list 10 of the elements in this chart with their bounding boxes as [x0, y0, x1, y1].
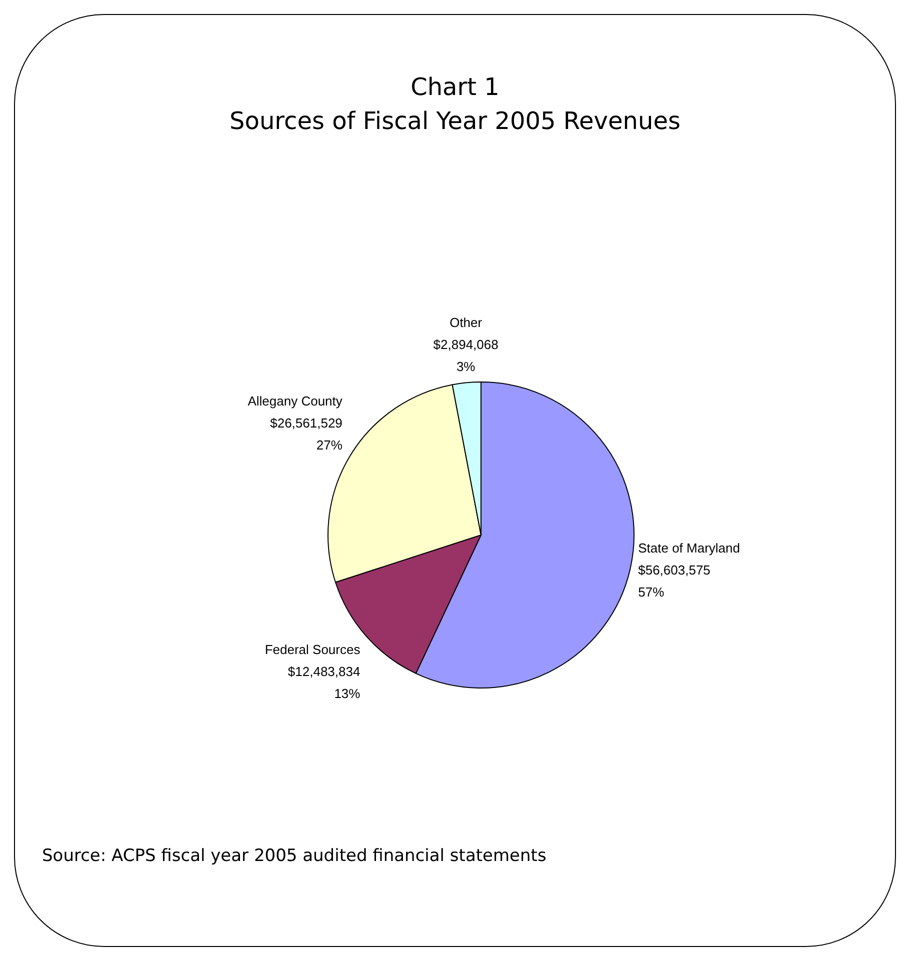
data-label: $26,561,529 27%: [270, 416, 343, 453]
data-label: $56,603,575 57%: [638, 562, 710, 600]
data-label: $2,894,068 3%: [433, 337, 498, 374]
slice-label: Other: [450, 315, 483, 330]
source-note: Source: ACPS fiscal year 2005 audited financial statements: [42, 846, 546, 866]
slice-label: Federal Sources: [264, 642, 361, 657]
chart-title: Chart 1 Sources of Fiscal Year 2005 Revenues: [228, 72, 682, 137]
slice-label: Allegany County: [248, 394, 343, 409]
data-label: $12,483,834 13%: [288, 664, 361, 701]
slice-label: State of Maryland: [638, 540, 740, 556]
